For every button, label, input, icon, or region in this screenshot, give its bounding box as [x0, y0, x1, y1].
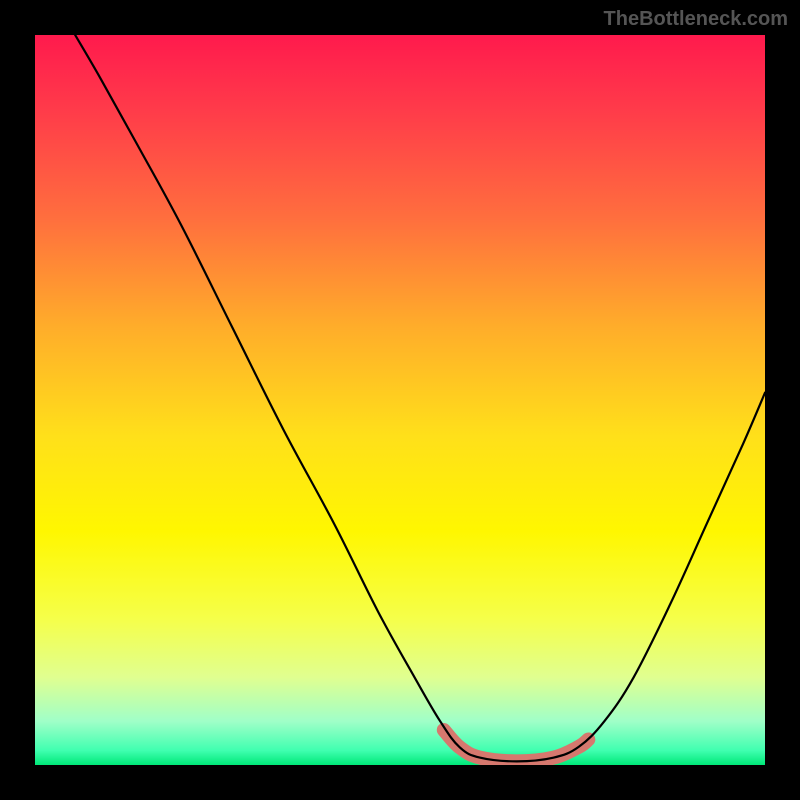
highlight-segment [444, 730, 589, 761]
main-curve [75, 35, 765, 761]
chart-container: TheBottleneck.com [0, 0, 800, 800]
curve-layer [35, 35, 765, 765]
attribution-text: TheBottleneck.com [604, 8, 788, 31]
plot-area [35, 35, 765, 765]
